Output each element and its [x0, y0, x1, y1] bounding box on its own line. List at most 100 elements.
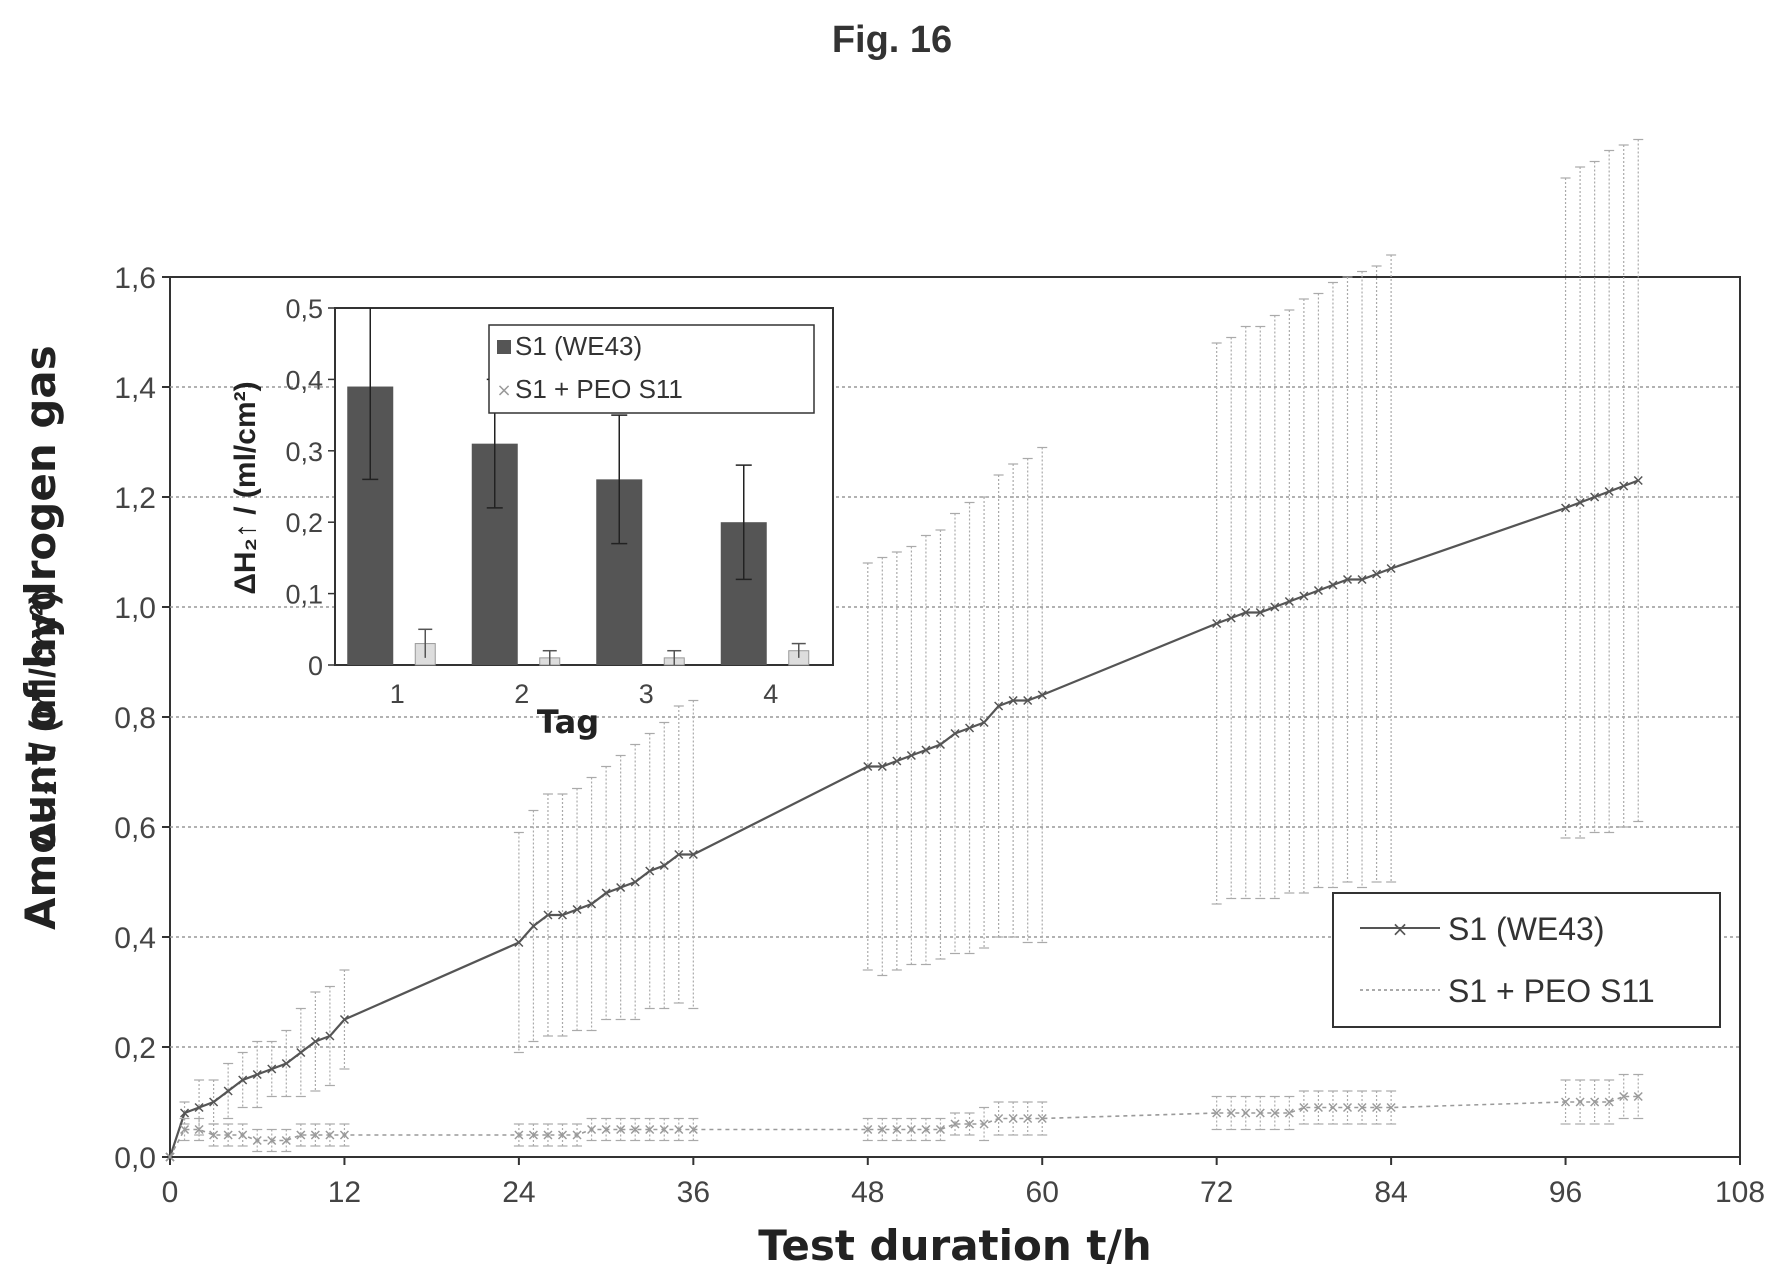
inset-x-tick-label: 4 — [763, 679, 778, 709]
data-point — [994, 701, 1004, 711]
data-point — [1037, 690, 1047, 700]
data-point — [194, 1124, 204, 1135]
x-tick-label: 108 — [1715, 1176, 1765, 1209]
data-point — [1386, 563, 1396, 574]
data-point — [688, 1124, 698, 1135]
data-point — [296, 1130, 306, 1140]
data-point — [1008, 1113, 1018, 1124]
main-series-group — [165, 138, 1644, 1162]
data-point — [1299, 1102, 1309, 1113]
x-tick-label: 60 — [1026, 1176, 1059, 1209]
inset-y-axis-title: ΔH₂↑ / (ml/cm²) — [229, 381, 262, 594]
y-tick-label: 1,0 — [114, 592, 156, 625]
series-peo — [165, 1073, 1644, 1162]
data-point — [863, 1124, 873, 1135]
inset-y-tick-label: 0 — [308, 651, 323, 681]
data-point — [1270, 1108, 1280, 1118]
inset-y-axis-title-text: ΔH₂↑ / (ml/cm²) — [229, 381, 262, 594]
data-point — [979, 1119, 989, 1129]
data-point — [252, 1135, 262, 1146]
data-point — [339, 1130, 349, 1140]
inset-chart: 0 0,1 0,2 0,3 0,4 0,5 1 2 3 4 Tag ΔH₂↑ / (ml/cm²… — [229, 294, 834, 741]
data-point — [209, 1130, 219, 1140]
data-point — [557, 910, 568, 920]
data-point — [281, 1135, 291, 1146]
main-y-axis-title: Amount of hydrogen gas — [16, 345, 65, 930]
data-point — [935, 739, 945, 750]
series-we43 — [165, 138, 1644, 1162]
data-point — [906, 1124, 916, 1135]
data-point — [310, 1130, 320, 1140]
x-tick-label: 48 — [851, 1176, 884, 1209]
data-point — [252, 1069, 262, 1080]
data-point — [1270, 602, 1280, 612]
data-point — [528, 1130, 538, 1140]
data-point — [339, 1014, 349, 1025]
figure-title: Fig. 16 — [832, 19, 952, 61]
data-point — [1633, 475, 1643, 486]
data-point — [1561, 1097, 1571, 1107]
data-point — [877, 1124, 887, 1135]
data-point — [892, 1124, 902, 1135]
data-point — [267, 1135, 277, 1146]
data-point — [1299, 591, 1309, 601]
inset-x-tick-label: 3 — [639, 679, 654, 709]
data-point — [1619, 1091, 1629, 1102]
data-point — [1284, 596, 1294, 607]
main-legend: × S1 (WE43) S1 + PEO S11 — [1332, 892, 1721, 1028]
data-point — [688, 849, 698, 860]
inset-legend-label-peo: S1 + PEO S11 — [515, 374, 683, 404]
data-point — [1226, 613, 1236, 623]
data-point — [238, 1130, 248, 1140]
data-point — [1284, 1108, 1294, 1118]
inset-y-tick-label: 0,5 — [285, 294, 323, 324]
data-point — [1357, 1102, 1367, 1113]
x-tick-label: 72 — [1200, 1176, 1233, 1209]
inset-y-tick-label: 0,4 — [285, 365, 323, 395]
inset-legend: S1 (WE43) × S1 + PEO S11 — [488, 324, 815, 414]
inset-y-tick-label: 0,2 — [285, 508, 323, 538]
data-point — [1604, 1097, 1614, 1107]
inset-x-tick-label: 2 — [514, 679, 529, 709]
data-point — [1226, 1108, 1236, 1118]
data-point — [180, 1108, 190, 1118]
data-point — [587, 899, 597, 909]
y-tick-label: 0,8 — [114, 702, 156, 735]
data-point — [1023, 1113, 1033, 1124]
data-point — [1575, 497, 1585, 508]
data-point — [1619, 481, 1629, 491]
data-point — [223, 1130, 233, 1140]
data-point — [674, 1124, 684, 1135]
data-point — [1386, 1102, 1396, 1113]
data-point — [514, 937, 524, 948]
data-point — [543, 1130, 553, 1140]
data-point — [921, 745, 931, 755]
data-point — [1008, 695, 1018, 706]
data-point — [1255, 607, 1265, 618]
data-point — [1575, 1097, 1585, 1107]
data-point — [1342, 1102, 1353, 1113]
data-point — [267, 1064, 277, 1074]
data-point — [645, 866, 655, 876]
y-tick-label: 0,0 — [114, 1142, 156, 1175]
inset-legend-marker-peo: × — [496, 380, 511, 401]
data-point — [630, 1124, 640, 1135]
data-point — [528, 921, 538, 931]
data-point — [863, 761, 873, 772]
data-point — [325, 1130, 335, 1140]
main-y-axis-title-symbol: ΔH₂↑ / (ml/cm²) — [22, 592, 63, 848]
data-point — [557, 1130, 568, 1140]
data-point — [572, 904, 582, 915]
data-point — [587, 1124, 597, 1135]
main-legend-box — [1332, 892, 1721, 1028]
data-point — [1590, 492, 1600, 502]
inset-legend-swatch-we43 — [497, 340, 511, 354]
x-tick-label: 24 — [502, 1176, 535, 1209]
data-point — [194, 1102, 204, 1113]
inset-y-tick-label: 0,3 — [285, 437, 323, 467]
data-point — [1372, 569, 1382, 579]
y-tick-label: 1,2 — [114, 482, 156, 515]
series-line — [168, 479, 1639, 1158]
data-point — [209, 1097, 219, 1107]
